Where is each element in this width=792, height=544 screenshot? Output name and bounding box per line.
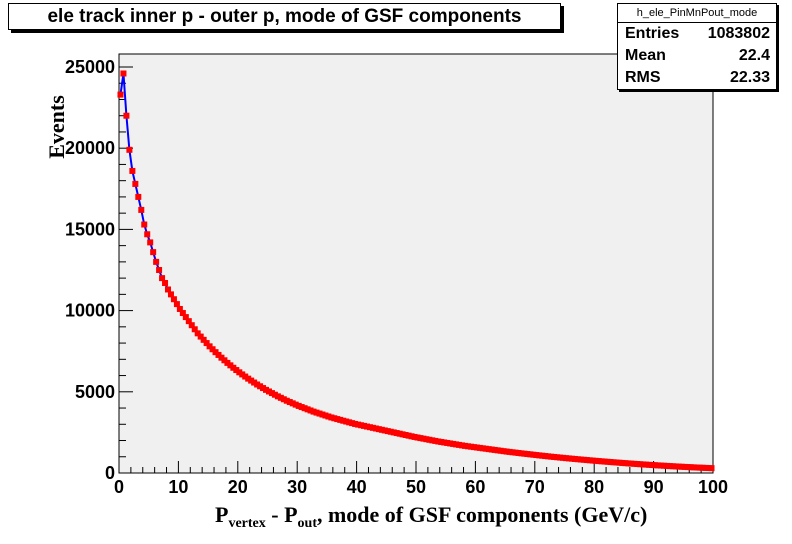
x-axis-title: Pvertex - Pout, mode of GSF components (… <box>215 502 647 531</box>
data-point-marker <box>176 305 183 312</box>
data-point-marker <box>162 279 169 286</box>
x-tick-label: 90 <box>644 477 664 497</box>
data-point-marker <box>156 267 163 273</box>
data-point-marker <box>203 340 210 347</box>
data-point-marker <box>170 296 177 303</box>
stats-label: RMS <box>625 69 661 86</box>
x-tick-label: 60 <box>465 477 485 497</box>
x-tick-label: 50 <box>406 477 426 497</box>
data-point-marker <box>117 91 124 98</box>
data-point-marker <box>167 291 174 298</box>
data-point-marker <box>147 239 154 246</box>
data-point-marker <box>132 180 139 187</box>
chart-title: ele track inner p - outer p, mode of GSF… <box>8 3 561 30</box>
data-point-marker <box>197 333 204 340</box>
y-tick-label: 10000 <box>65 301 115 321</box>
x-tick-label: 0 <box>114 477 124 497</box>
data-point-marker <box>150 249 157 256</box>
data-point-marker <box>123 112 130 119</box>
x-tick-label: 20 <box>228 477 248 497</box>
stats-value: 22.33 <box>729 69 770 86</box>
data-point-marker <box>138 206 145 213</box>
data-point-marker <box>188 322 195 329</box>
data-point-marker <box>159 275 166 282</box>
x-tick-label: 70 <box>525 477 545 497</box>
data-point-marker <box>165 286 171 293</box>
x-axis-title-sub2: out <box>298 516 318 531</box>
stats-row-entries: Entries 1083802 <box>618 23 776 45</box>
data-point-marker <box>185 318 192 325</box>
data-point-marker <box>179 310 186 317</box>
plot-frame <box>118 53 714 474</box>
stats-box: h_ele_PinMnPout_mode Entries 1083802 Mea… <box>617 3 777 90</box>
stats-value: 22.4 <box>738 47 770 64</box>
data-point-marker <box>182 314 189 321</box>
data-point-marker <box>708 465 715 472</box>
stats-label: Mean <box>625 47 666 64</box>
axes: 0 10 20 30 40 50 60 70 80 90 100 0 5000 10000 15000 200… <box>65 57 728 497</box>
data-point-marker <box>173 301 180 308</box>
y-tick-label: 15000 <box>65 219 115 239</box>
data-point-marker <box>129 167 136 174</box>
data-point-marker <box>191 326 198 333</box>
stats-row-rms: RMS 22.33 <box>618 67 776 89</box>
x-tick-label: 80 <box>584 477 604 497</box>
data-point-marker <box>141 221 148 228</box>
stats-histogram-name: h_ele_PinMnPout_mode <box>618 4 776 23</box>
data-point-marker <box>120 70 127 77</box>
y-tick-label: 0 <box>105 463 115 483</box>
y-tick-label: 5000 <box>75 382 115 402</box>
x-tick-label: 30 <box>287 477 307 497</box>
x-tick-label: 40 <box>347 477 367 497</box>
x-axis-title-main: P <box>215 502 228 527</box>
data-point-marker <box>126 146 133 153</box>
stats-label: Entries <box>625 25 680 42</box>
data-series <box>117 70 715 472</box>
x-axis-title-sub1: vertex <box>228 516 265 531</box>
x-axis-title-rest: , mode of GSF components (GeV/c) <box>317 502 647 527</box>
data-point-marker <box>194 330 201 337</box>
y-tick-label: 25000 <box>65 57 115 77</box>
data-point-marker <box>153 258 160 265</box>
stats-row-mean: Mean 22.4 <box>618 45 776 67</box>
data-point-marker <box>135 193 142 200</box>
y-tick-label: 20000 <box>65 138 115 158</box>
stats-value: 1083802 <box>707 25 770 42</box>
x-tick-label: 10 <box>168 477 188 497</box>
x-tick-label: 100 <box>698 477 728 497</box>
y-axis-title: Events <box>44 95 69 159</box>
data-point-marker <box>144 231 151 238</box>
data-point-marker <box>200 336 207 343</box>
x-axis-title-mid: - P <box>266 502 298 527</box>
